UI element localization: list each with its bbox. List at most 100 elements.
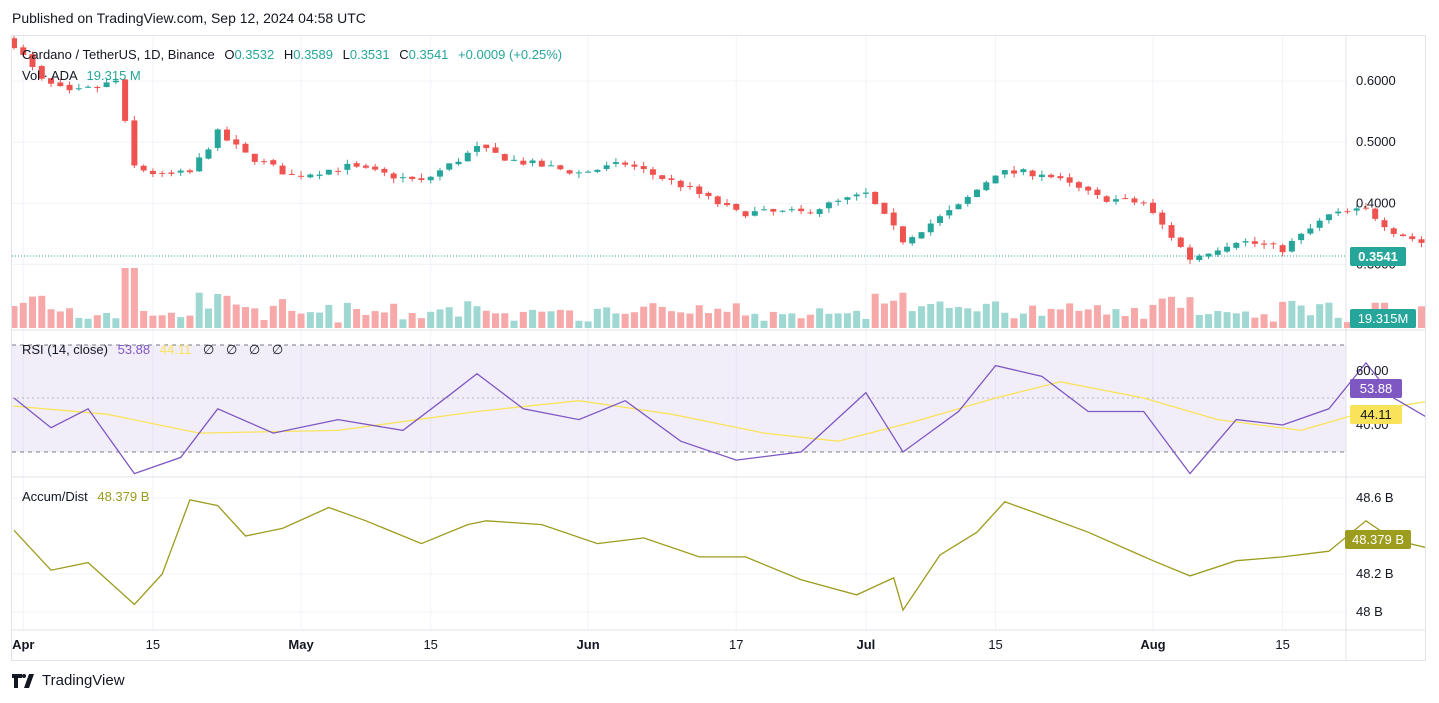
volume-bar <box>380 312 388 328</box>
volume-bar <box>686 313 694 328</box>
candle-body <box>140 165 147 171</box>
volume-bar <box>556 309 564 328</box>
candle-body <box>835 200 842 202</box>
candle-body <box>307 174 314 178</box>
candle-body <box>1390 228 1397 234</box>
volume-bar <box>149 315 157 328</box>
tradingview-logo-icon <box>12 673 34 688</box>
volume-bar <box>436 309 444 328</box>
volume-bar <box>47 309 55 328</box>
volume-bar <box>1316 304 1324 328</box>
volume-bar <box>1195 315 1203 328</box>
rsi-legend-value: 53.88 <box>118 342 151 357</box>
volume-bar <box>797 318 805 328</box>
candle-body <box>501 154 508 161</box>
volume-bar <box>140 311 148 328</box>
volume-bar <box>1038 315 1046 328</box>
volume-bar <box>204 308 212 328</box>
candle-body <box>1224 246 1231 252</box>
candle-body <box>1168 225 1175 238</box>
candle-body <box>103 82 110 88</box>
volume-bar <box>547 311 555 328</box>
candle-body <box>436 170 443 177</box>
candle-body <box>1029 170 1036 177</box>
volume-bar <box>242 307 249 328</box>
candle-body <box>233 139 240 145</box>
rsi-legend-ma: 44.11 <box>160 342 192 357</box>
candle-body <box>862 192 869 194</box>
main-legend[interactable]: Cardano / TetherUS, 1D, Binance O0.3532 … <box>22 47 562 62</box>
legend-open-label: O <box>224 47 234 62</box>
volume-bar <box>297 313 305 328</box>
candle-body <box>344 163 351 170</box>
volume-bar <box>593 308 601 328</box>
candle-body <box>1149 202 1156 213</box>
volume-bar <box>1214 311 1222 328</box>
volume-bar <box>279 299 287 328</box>
volume-bar <box>1130 307 1138 328</box>
volume-bar <box>1158 298 1166 328</box>
volume-bar <box>788 313 796 328</box>
candle-body <box>1205 253 1212 257</box>
candle-body <box>798 208 805 212</box>
candle-body <box>937 216 943 223</box>
volume-bar <box>871 293 879 328</box>
volume-bar <box>334 322 342 328</box>
volume-bar <box>1177 307 1185 328</box>
candle-body <box>196 157 203 172</box>
tradingview-footer[interactable]: TradingView <box>12 672 125 689</box>
candle-body <box>390 173 397 179</box>
rsi-tick-label: 60.00 <box>1356 363 1389 378</box>
volume-bar <box>56 311 64 328</box>
volume-bar <box>816 308 824 328</box>
candle-body <box>899 226 906 243</box>
candle-body <box>585 171 592 173</box>
volume-legend-label: Vol · ADA <box>22 68 78 83</box>
candle-body <box>122 79 129 121</box>
volume-last-text: 19.315M <box>1358 311 1409 326</box>
chart-frame[interactable]: Apr15May15Jun17Jul15Aug15Sep160.70000.60… <box>11 35 1426 661</box>
rsi-legend-na-4: ∅ <box>272 342 283 357</box>
time-tick-label: 17 <box>729 637 743 652</box>
rsi-ma-last-text: 44.11 <box>1360 407 1392 422</box>
volume-bar <box>538 311 546 328</box>
volume-bar <box>306 312 314 328</box>
volume-bar <box>1056 309 1064 328</box>
candle-body <box>362 165 369 168</box>
ad-legend-label: Accum/Dist <box>22 489 88 504</box>
volume-bar <box>1149 304 1157 328</box>
legend-low: 0.3531 <box>350 47 390 62</box>
candle-body <box>464 152 471 162</box>
legend-close: 0.3541 <box>409 47 449 62</box>
volume-bar <box>1334 317 1342 328</box>
candle-body <box>492 147 499 153</box>
volume-bar <box>1186 297 1194 328</box>
volume-bar <box>325 304 333 328</box>
chart-grid <box>12 36 1346 630</box>
candle-body <box>631 164 638 167</box>
volume-bar <box>1418 306 1425 328</box>
price-candles[interactable] <box>12 36 1425 264</box>
candle-body <box>1261 243 1268 245</box>
volume-bar <box>1242 311 1250 328</box>
chart-canvas[interactable]: Apr15May15Jun17Jul15Aug15Sep160.70000.60… <box>12 36 1425 660</box>
ad-tick-label: 48 B <box>1356 604 1383 619</box>
volume-bar <box>760 320 768 328</box>
volume-legend[interactable]: Vol · ADA 19.315 M <box>22 68 141 83</box>
candle-body <box>418 178 425 181</box>
axis-ticks: Apr15May15Jun17Jul15Aug15Sep160.70000.60… <box>12 73 1396 652</box>
candle-body <box>1279 245 1286 253</box>
legend-symbol: Cardano / TetherUS, 1D, Binance <box>22 47 215 62</box>
volume-bar <box>1232 313 1240 328</box>
candle-body <box>853 194 860 197</box>
candle-body <box>668 178 675 180</box>
candle-body <box>705 192 712 197</box>
ad-legend[interactable]: Accum/Dist 48.379 B <box>22 489 149 504</box>
candle-body <box>649 169 656 175</box>
candle-body <box>890 212 897 226</box>
rsi-legend[interactable]: RSI (14, close) 53.88 44.11 ∅ ∅ ∅ ∅ <box>22 342 283 357</box>
candle-body <box>270 160 277 165</box>
candle-body <box>696 186 703 194</box>
candle-body <box>1048 174 1055 178</box>
candle-body <box>983 182 990 191</box>
